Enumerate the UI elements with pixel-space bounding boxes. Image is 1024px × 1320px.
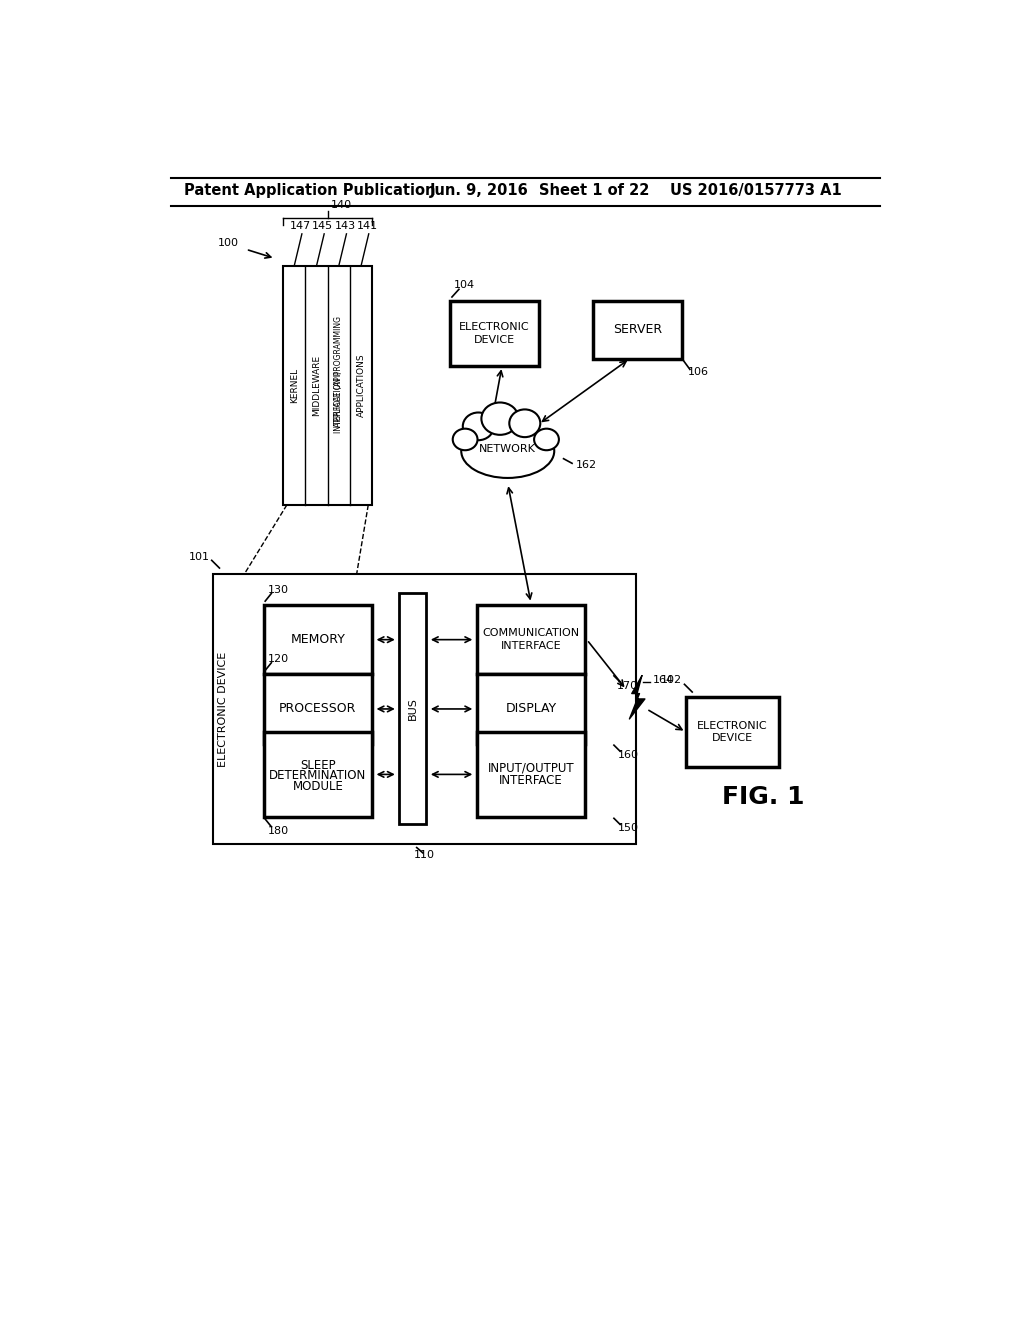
Text: MEMORY: MEMORY — [291, 634, 345, 647]
Bar — [213, 574, 636, 843]
Text: 160: 160 — [617, 750, 638, 760]
Text: Jun. 9, 2016: Jun. 9, 2016 — [430, 183, 529, 198]
Text: 140: 140 — [331, 199, 352, 210]
Text: APPLICATION PROGRAMMING: APPLICATION PROGRAMMING — [334, 317, 343, 428]
Text: SLEEP: SLEEP — [300, 759, 336, 772]
Bar — [477, 605, 586, 675]
Text: 143: 143 — [335, 222, 355, 231]
Bar — [263, 605, 372, 675]
Text: ELECTRONIC: ELECTRONIC — [459, 322, 529, 333]
Bar — [399, 594, 426, 825]
Text: APPLICATIONS: APPLICATIONS — [356, 354, 366, 417]
Ellipse shape — [461, 424, 554, 478]
Text: 180: 180 — [267, 825, 289, 836]
Text: 130: 130 — [267, 585, 289, 594]
Bar — [283, 267, 372, 506]
Text: 150: 150 — [617, 824, 638, 833]
Text: INPUT/OUTPUT: INPUT/OUTPUT — [487, 762, 574, 775]
Text: SERVER: SERVER — [613, 323, 663, 337]
Bar — [686, 697, 779, 767]
Text: 162: 162 — [575, 459, 597, 470]
Text: PROCESSOR: PROCESSOR — [280, 702, 356, 715]
Text: 100: 100 — [218, 238, 240, 248]
Text: 141: 141 — [356, 222, 378, 231]
Ellipse shape — [535, 429, 559, 450]
Text: INTERFACE (API): INTERFACE (API) — [334, 371, 343, 433]
Text: ELECTRONIC: ELECTRONIC — [697, 721, 768, 731]
Text: 120: 120 — [267, 653, 289, 664]
Ellipse shape — [453, 429, 477, 450]
Ellipse shape — [463, 413, 494, 441]
Bar — [450, 301, 539, 367]
Bar — [263, 733, 372, 817]
Text: COMMUNICATION: COMMUNICATION — [482, 628, 580, 639]
Bar — [263, 675, 372, 743]
Text: Patent Application Publication: Patent Application Publication — [183, 183, 435, 198]
Text: 104: 104 — [454, 280, 475, 290]
Text: Sheet 1 of 22: Sheet 1 of 22 — [539, 183, 649, 198]
Text: DEVICE: DEVICE — [474, 335, 515, 345]
Text: DETERMINATION: DETERMINATION — [269, 770, 367, 783]
Text: 170: 170 — [617, 681, 638, 690]
Ellipse shape — [509, 409, 541, 437]
Text: FIG. 1: FIG. 1 — [722, 785, 805, 809]
Text: 102: 102 — [662, 676, 682, 685]
Text: INTERFACE: INTERFACE — [501, 640, 561, 651]
Text: BUS: BUS — [408, 697, 418, 721]
Text: MIDDLEWARE: MIDDLEWARE — [312, 355, 321, 416]
Text: 106: 106 — [688, 367, 710, 378]
Text: MODULE: MODULE — [293, 780, 343, 793]
Ellipse shape — [481, 403, 518, 434]
Text: ELECTRONIC DEVICE: ELECTRONIC DEVICE — [217, 651, 227, 767]
Bar — [593, 301, 682, 359]
Text: 101: 101 — [188, 552, 209, 562]
Polygon shape — [630, 676, 645, 719]
Text: INTERFACE: INTERFACE — [499, 774, 563, 787]
Text: US 2016/0157773 A1: US 2016/0157773 A1 — [671, 183, 843, 198]
Text: 145: 145 — [312, 222, 333, 231]
Bar — [477, 675, 586, 743]
Text: DISPLAY: DISPLAY — [506, 702, 557, 715]
Bar — [477, 733, 586, 817]
Text: NETWORK: NETWORK — [479, 445, 537, 454]
Text: 164: 164 — [652, 676, 674, 685]
Text: KERNEL: KERNEL — [290, 368, 299, 403]
Text: DEVICE: DEVICE — [712, 733, 753, 743]
Text: 147: 147 — [290, 222, 311, 231]
Text: 110: 110 — [414, 850, 435, 861]
